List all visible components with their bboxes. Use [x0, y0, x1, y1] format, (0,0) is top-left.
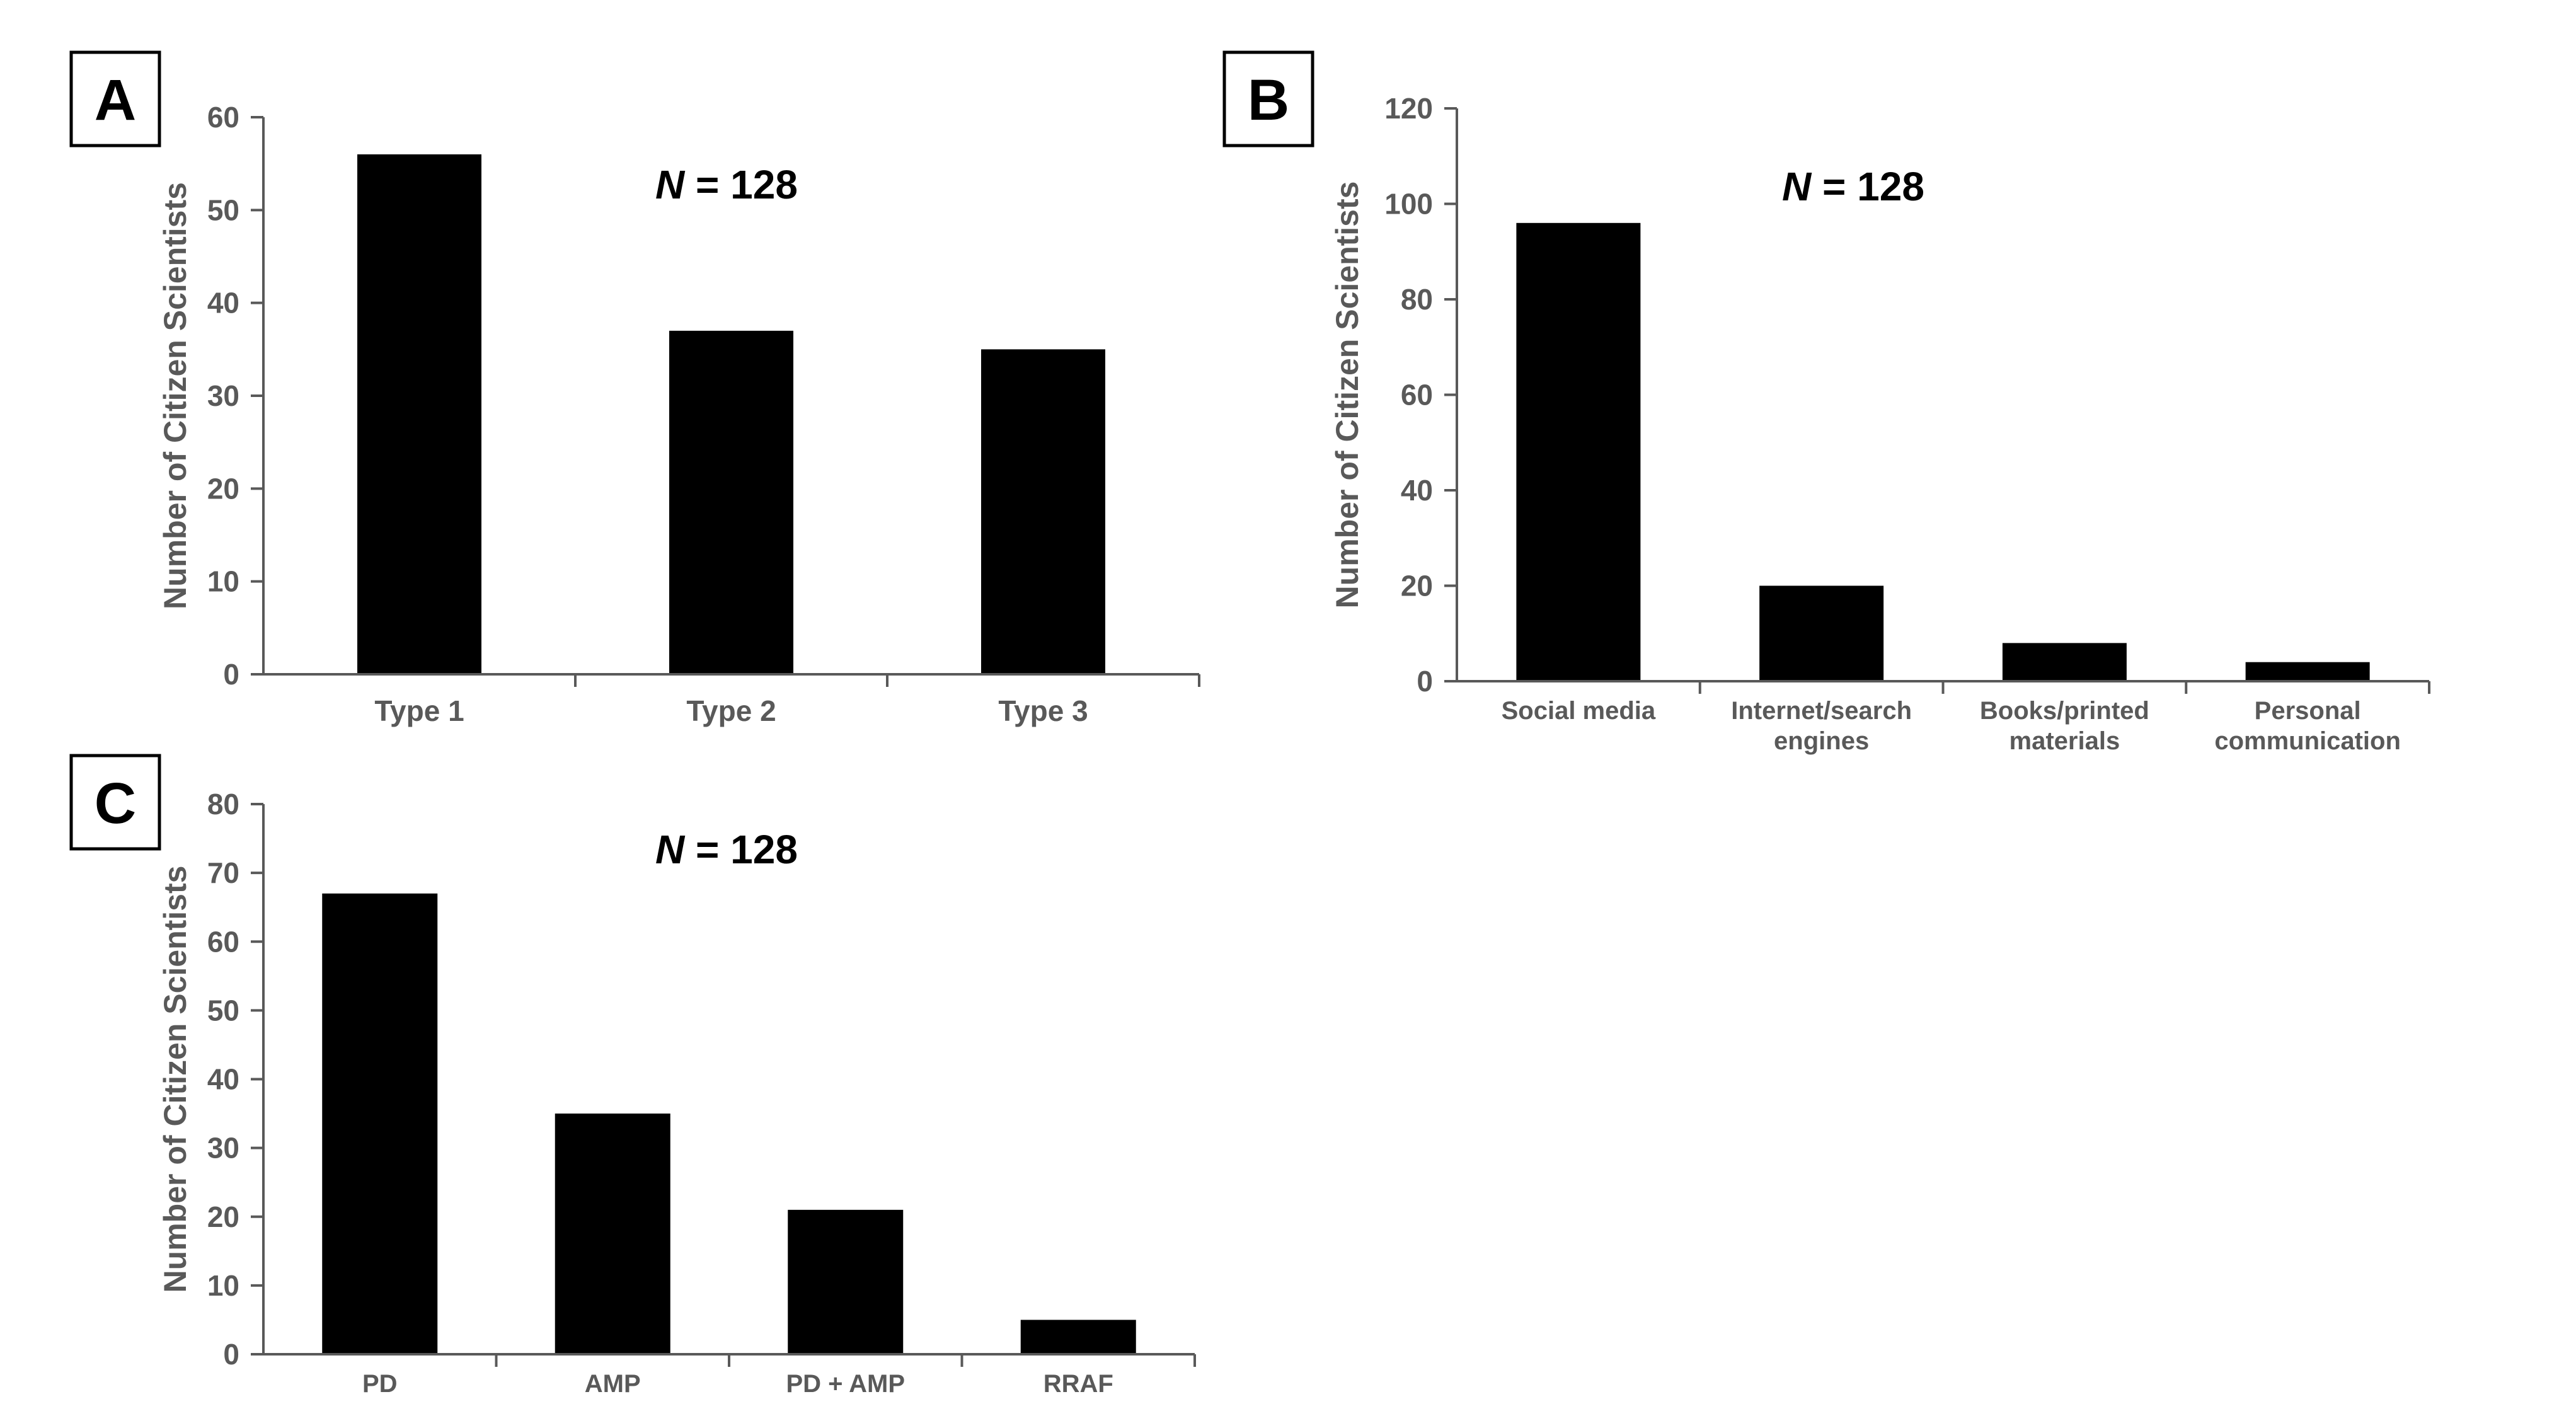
panel-c-bar — [788, 1209, 904, 1354]
panel-b-category-label: Social media — [1502, 697, 1656, 725]
panel-c-category-label-line: RRAF — [1044, 1370, 1113, 1398]
panel-b-n-symbol: N — [1782, 164, 1812, 209]
panel-c-n-symbol: N — [655, 827, 686, 872]
panel-c-category-label: AMP — [585, 1370, 641, 1398]
panel-c-y-tick-label: 60 — [207, 925, 239, 958]
panel-a-y-tick-label: 60 — [207, 101, 239, 134]
panel-c-y-tick-label: 80 — [207, 788, 239, 820]
panel-c-y-axis-title: Number of Citizen Scientists — [158, 866, 193, 1293]
panel-b-y-tick-label: 0 — [1417, 665, 1433, 698]
panel-b-n-value: = 128 — [1811, 164, 1924, 209]
panel-a-y-tick-label: 20 — [207, 472, 239, 505]
panel-c-y-tick-label: 40 — [207, 1063, 239, 1096]
panel-b-y-tick-label: 40 — [1401, 474, 1433, 507]
panel-c-y-tick-label: 10 — [207, 1269, 239, 1302]
panel-a-chart: A N = 128 0 10 20 30 40 50 60 Type 1 Type 2 Type 3 N… — [69, 50, 1200, 727]
panel-b-category-label: Books/printed materials — [1980, 697, 2149, 755]
panel-b-category-label-line: Personal — [2255, 697, 2361, 725]
panel-c-chart: C N = 128 0 10 20 30 40 50 60 70 80 PD AMP PD + AMP RR… — [69, 754, 1196, 1398]
panel-a-n-annotation: N = 128 — [655, 162, 798, 207]
panel-c-n-value: = 128 — [684, 827, 798, 872]
panel-c-bar — [555, 1114, 670, 1354]
panel-b-category-label-line: Books/printed — [1980, 697, 2149, 725]
panel-b-bar — [1516, 222, 1641, 681]
panel-b-category-label-line: Internet/search — [1731, 697, 1912, 725]
panel-c-letter-box — [69, 754, 161, 851]
panel-b-category-label-line: communication — [2214, 727, 2401, 755]
panel-a-category-label-line: Type 3 — [998, 694, 1088, 727]
panel-a-category-label-line: Type 2 — [686, 694, 776, 727]
panel-a-y-tick-label: 40 — [207, 287, 239, 319]
panel-c-category-label: PD + AMP — [786, 1370, 905, 1398]
panel-c-category-label-line: PD — [362, 1370, 398, 1398]
panel-a-y-tick-label: 0 — [223, 658, 239, 691]
panel-b-category-label-line: engines — [1774, 727, 1869, 755]
panel-a-letter-box — [69, 50, 161, 147]
panel-b-y-tick-label: 60 — [1401, 379, 1433, 412]
panel-a-bar — [981, 349, 1105, 674]
panel-b-category-label: Internet/search engines — [1731, 697, 1912, 755]
panel-c-category-label: PD — [362, 1370, 398, 1398]
panel-a-bar — [669, 330, 793, 674]
panel-a-y-tick-label: 10 — [207, 565, 239, 598]
panel-a-y-axis-title: Number of Citizen Scientists — [158, 182, 193, 609]
panel-b-y-axis-title: Number of Citizen Scientists — [1330, 181, 1365, 609]
panel-b-letter-box — [1222, 50, 1314, 147]
panel-c-y-tick-label: 30 — [207, 1132, 239, 1165]
panel-a-n-symbol: N — [655, 162, 686, 207]
panel-b-bar — [2245, 662, 2370, 681]
panel-a-n-value: = 128 — [684, 162, 798, 207]
panel-b-y-tick-label: 80 — [1401, 283, 1433, 316]
panel-b-y-tick-label: 100 — [1384, 188, 1433, 221]
panel-a-y-tick-label: 50 — [207, 193, 239, 226]
panel-c-category-label-line: AMP — [585, 1370, 641, 1398]
panel-b-bar — [2002, 643, 2127, 681]
panel-b-category-label-line: materials — [2010, 727, 2120, 755]
panel-b-category-label: Personal communication — [2214, 697, 2401, 755]
panel-c-bar — [1020, 1320, 1136, 1354]
panel-b-bar — [1759, 585, 1884, 681]
panel-c-category-label-line: PD + AMP — [786, 1370, 905, 1398]
panel-c-bar — [322, 893, 438, 1354]
panel-c-category-label: RRAF — [1044, 1370, 1113, 1398]
panel-c-n-annotation: N = 128 — [655, 827, 798, 872]
panel-a-category-label-line: Type 1 — [374, 694, 464, 727]
panel-b-chart: B N = 128 0 20 40 60 80 100 120 Social media Inter… — [1222, 50, 2430, 755]
panel-c-y-tick-label: 0 — [223, 1338, 239, 1371]
panel-a-category-label: Type 2 — [686, 694, 776, 727]
panel-b-letter: B — [1248, 68, 1289, 132]
panel-c-y-tick-label: 50 — [207, 994, 239, 1027]
panel-a-letter: A — [95, 68, 136, 132]
panel-c-y-tick-label: 20 — [207, 1200, 239, 1233]
panel-b-category-label-line: Social media — [1502, 697, 1656, 725]
panel-b-n-annotation: N = 128 — [1782, 164, 1924, 209]
panel-b-y-tick-label: 20 — [1401, 570, 1433, 602]
panel-a-category-label: Type 3 — [998, 694, 1088, 727]
panel-a-bar — [357, 154, 481, 674]
panel-a-category-label: Type 1 — [374, 694, 464, 727]
panel-c-letter: C — [95, 771, 136, 836]
panel-c-y-tick-label: 70 — [207, 856, 239, 889]
panel-b-y-tick-label: 120 — [1384, 92, 1433, 125]
panel-a-y-tick-label: 30 — [207, 379, 239, 412]
